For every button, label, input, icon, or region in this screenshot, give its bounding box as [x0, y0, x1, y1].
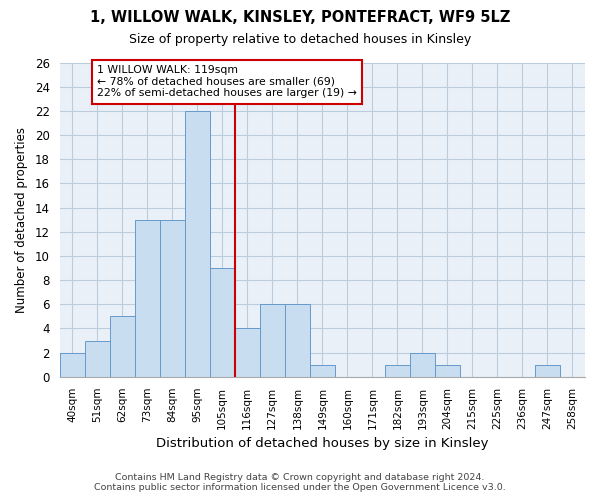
Bar: [210, 268, 235, 377]
Text: 1, WILLOW WALK, KINSLEY, PONTEFRACT, WF9 5LZ: 1, WILLOW WALK, KINSLEY, PONTEFRACT, WF9…: [90, 10, 510, 25]
Bar: [435, 364, 460, 377]
Bar: [110, 316, 135, 377]
Bar: [135, 220, 160, 377]
Bar: [385, 364, 410, 377]
Bar: [410, 352, 435, 377]
Bar: [59, 352, 85, 377]
Text: Size of property relative to detached houses in Kinsley: Size of property relative to detached ho…: [129, 32, 471, 46]
Bar: [85, 340, 110, 377]
Bar: [160, 220, 185, 377]
Bar: [310, 364, 335, 377]
Bar: [235, 328, 260, 377]
Text: Contains HM Land Registry data © Crown copyright and database right 2024.
Contai: Contains HM Land Registry data © Crown c…: [94, 473, 506, 492]
X-axis label: Distribution of detached houses by size in Kinsley: Distribution of detached houses by size …: [156, 437, 488, 450]
Y-axis label: Number of detached properties: Number of detached properties: [15, 126, 28, 312]
Bar: [285, 304, 310, 377]
Text: 1 WILLOW WALK: 119sqm
← 78% of detached houses are smaller (69)
22% of semi-deta: 1 WILLOW WALK: 119sqm ← 78% of detached …: [97, 65, 357, 98]
Bar: [535, 364, 560, 377]
Bar: [185, 111, 210, 377]
Bar: [260, 304, 285, 377]
